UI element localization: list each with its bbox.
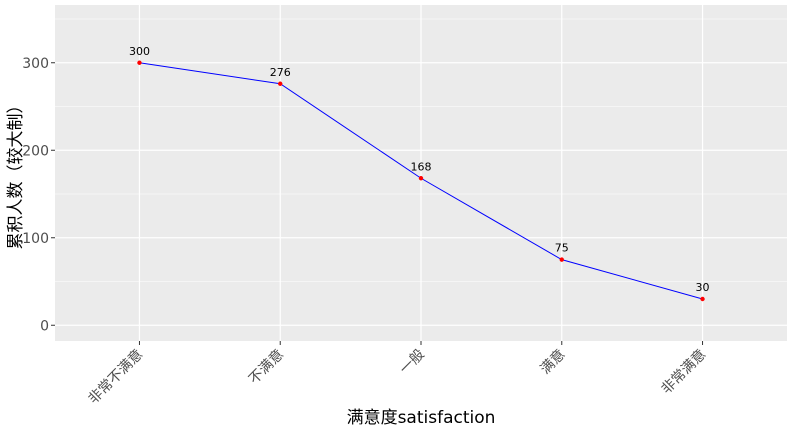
y-axis: 0 100 200 300 — [22, 56, 55, 334]
x-tick-label: 非常满意 — [658, 346, 710, 398]
data-point — [137, 60, 142, 65]
data-point — [559, 257, 564, 262]
data-points — [137, 60, 705, 302]
data-label: 30 — [696, 281, 710, 294]
data-point — [418, 176, 424, 181]
data-point — [278, 81, 283, 86]
x-tick-label: 满意 — [537, 346, 569, 378]
data-label: 168 — [411, 160, 432, 173]
y-tick-label: 300 — [22, 56, 49, 72]
data-label: 300 — [129, 45, 150, 58]
data-point — [700, 296, 705, 302]
x-axis-title: 满意度satisfaction — [347, 408, 496, 428]
y-tick-label: 0 — [40, 318, 49, 334]
data-labels: 300 276 168 75 30 — [129, 45, 710, 294]
x-tick-label: 非常不满意 — [85, 346, 147, 408]
y-tick-label: 200 — [22, 143, 49, 159]
y-axis-title: 累积人数（较大制） — [6, 97, 26, 250]
x-axis: 非常不满意 不满意 一般 满意 非常满意 — [85, 341, 710, 408]
x-tick-label: 不满意 — [245, 346, 287, 388]
data-label: 276 — [270, 66, 291, 79]
data-label: 75 — [555, 242, 569, 255]
x-tick-label: 一般 — [397, 347, 428, 378]
y-tick-label: 100 — [22, 231, 49, 247]
